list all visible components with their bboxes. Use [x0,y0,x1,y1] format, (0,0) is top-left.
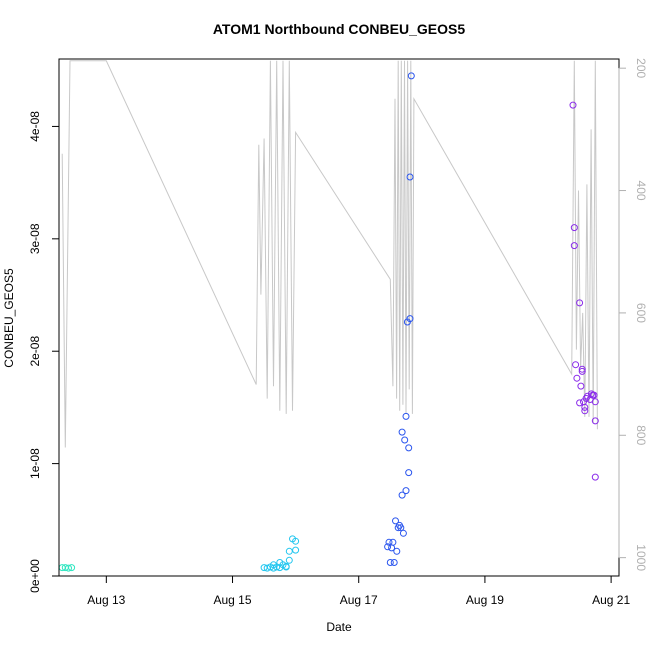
data-point-series-1 [65,564,72,572]
data-point-series-2 [285,547,293,555]
data-point-series-2 [292,546,300,554]
data-point-series-4 [589,391,597,399]
data-point-series-3 [398,428,406,436]
data-point-series-3 [393,547,401,555]
data-point-series-4 [569,101,577,109]
data-point-series-3 [405,469,413,477]
secondary-line-layer [61,60,598,448]
y2-tick-label: 400 [634,181,648,201]
data-point-series-4 [570,242,578,250]
data-point-series-3 [405,444,413,452]
secondary-series-line [61,60,598,448]
data-point-series-4 [578,367,586,375]
data-point-series-4 [573,374,581,382]
data-point-series-3 [398,491,406,499]
y-tick-label: 4e-08 [28,111,42,142]
plot-frame [58,58,620,577]
y-axis-label: CONBEU_GEOS5 [2,268,16,368]
x-tick-label: Aug 15 [213,593,251,607]
y-axis: 0e+00 1e-08 2e-08 3e-08 4e-08 [28,111,60,593]
x-tick-label: Aug 17 [340,593,378,607]
points-layer [58,72,599,572]
y2-axis: 200 400 600 800 1000 [618,58,648,571]
data-point-series-4 [576,399,584,407]
y2-tick-label: 600 [634,303,648,323]
data-point-series-4 [591,417,599,425]
y2-tick-label: 200 [634,58,648,78]
data-point-series-4 [577,382,585,390]
data-point-series-3 [402,412,410,420]
data-point-series-3 [392,517,399,525]
data-point-series-2 [282,563,290,571]
x-tick-label: Aug 21 [592,593,630,607]
data-point-series-3 [402,487,410,495]
data-point-series-3 [407,72,415,80]
y-tick-label: 2e-08 [28,336,42,367]
chart-title: ATOM1 Northbound CONBEU_GEOS5 [213,21,465,37]
y2-tick-label: 800 [634,425,648,445]
data-point-series-3 [389,538,397,546]
y-tick-label: 3e-08 [28,223,42,254]
data-point-series-4 [578,365,586,373]
x-axis-label: Date [326,620,352,634]
x-tick-label: Aug 19 [466,593,504,607]
data-point-series-3 [401,436,409,444]
data-point-series-4 [570,224,578,232]
x-axis: Aug 13 Aug 15 Aug 17 Aug 19 Aug 21 [87,575,630,607]
data-point-series-3 [406,315,414,323]
data-point-series-4 [572,361,580,369]
y-tick-label: 1e-08 [28,448,42,479]
data-point-series-3 [406,173,414,181]
y2-tick-label: 1000 [634,544,648,571]
data-point-series-4 [591,473,599,481]
data-point-series-4 [591,398,599,406]
data-point-series-3 [399,529,407,537]
data-point-series-3 [384,543,392,551]
data-point-series-2 [292,537,300,545]
data-point-series-4 [581,403,589,411]
data-point-series-3 [390,559,398,566]
data-point-series-4 [581,407,589,415]
data-point-series-3 [386,559,394,566]
data-point-series-2 [285,556,293,564]
y-tick-label: 0e+00 [28,559,42,593]
x-tick-label: Aug 13 [87,593,125,607]
data-point-series-4 [576,299,584,307]
data-point-series-1 [68,564,76,572]
data-point-series-3 [385,538,393,546]
data-point-series-3 [397,524,405,532]
